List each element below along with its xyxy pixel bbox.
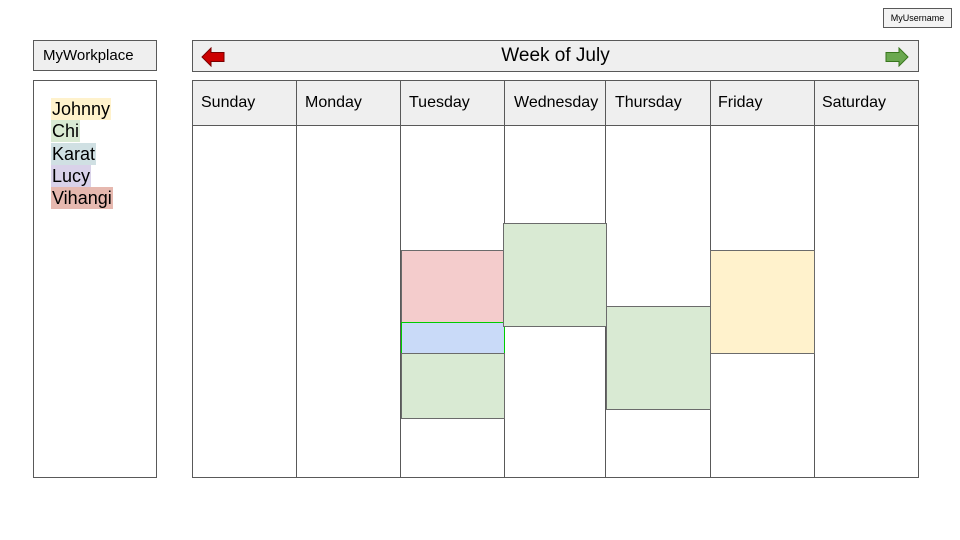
day-header-monday: Monday [305, 94, 362, 111]
user-item-johnny[interactable]: Johnny [51, 98, 112, 120]
username-label: MyUsername [890, 13, 945, 23]
workplace-name: MyWorkplace [43, 47, 134, 64]
user-account-button[interactable]: MyUsername [883, 8, 952, 28]
week-title-text: Week of July [501, 45, 610, 66]
week-calendar-grid: Sunday Monday Tuesday Wednesday Thursday… [192, 80, 919, 478]
user-item-chi[interactable]: Chi [51, 120, 81, 142]
event-block-friday-1[interactable] [710, 250, 815, 354]
day-header-thursday: Thursday [615, 94, 682, 111]
day-header-row: Sunday Monday Tuesday Wednesday Thursday… [193, 81, 918, 126]
day-header-tuesday: Tuesday [409, 94, 470, 111]
event-block-tuesday-1[interactable] [401, 250, 505, 324]
event-block-tuesday-2[interactable] [401, 322, 505, 354]
user-item-karat[interactable]: Karat [51, 143, 97, 165]
day-header-friday: Friday [718, 94, 763, 111]
user-list-panel: Johnny Chi Karat Lucy Vihangi [33, 80, 157, 478]
day-header-sunday: Sunday [201, 94, 256, 111]
event-block-wednesday-1[interactable] [503, 223, 607, 327]
event-block-thursday-1[interactable] [606, 306, 711, 410]
column-divider [400, 81, 401, 477]
user-item-lucy[interactable]: Lucy [51, 165, 92, 187]
event-block-tuesday-3[interactable] [401, 353, 505, 419]
left-arrow-icon[interactable] [201, 47, 225, 67]
right-arrow-icon[interactable] [885, 47, 909, 67]
user-item-vihangi[interactable]: Vihangi [51, 187, 113, 209]
week-title: Week of July [193, 41, 918, 71]
workplace-title: MyWorkplace [33, 40, 157, 71]
day-header-wednesday: Wednesday [514, 94, 599, 111]
week-navigation-bar: Week of July [192, 40, 919, 72]
column-divider [296, 81, 297, 477]
day-header-saturday: Saturday [822, 94, 887, 111]
